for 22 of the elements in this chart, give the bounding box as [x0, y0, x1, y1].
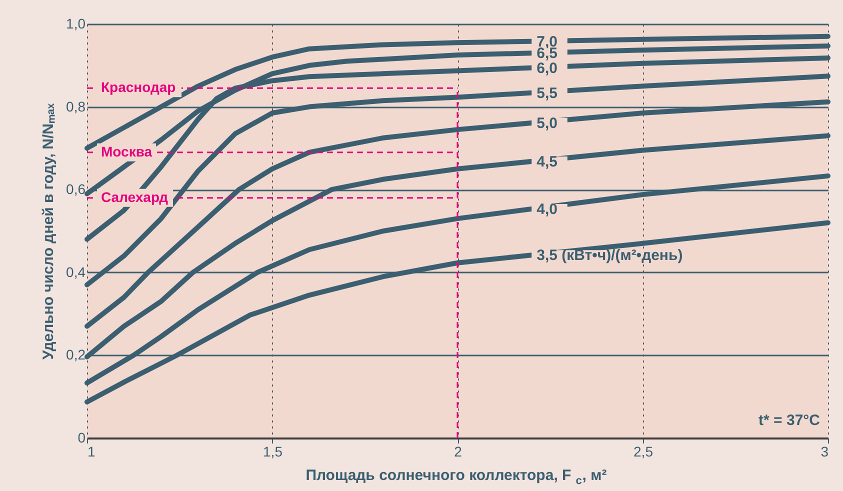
- ref-line-label: Москва: [101, 143, 152, 160]
- series-label: 5,5: [536, 84, 558, 102]
- y-tick-label: 0,8: [66, 98, 86, 114]
- annotation: t* = 37°C: [758, 412, 820, 429]
- ref-line-label: Салехард: [101, 188, 168, 205]
- x-tick-label: 2: [454, 444, 462, 460]
- series-label: 4,5: [536, 153, 558, 170]
- ref-line-label: Краснодар: [101, 79, 176, 96]
- y-tick-label: 0,2: [66, 346, 86, 363]
- y-tick-label: 1,0: [66, 16, 86, 32]
- y-axis-title: Удельно число дней в году, N/Nₘₐₓ: [40, 102, 58, 360]
- series-label: 5,0: [536, 114, 558, 132]
- y-tick-label: 0,4: [66, 264, 86, 280]
- series-label: 6,0: [536, 60, 558, 77]
- series-label: 4,0: [536, 200, 558, 218]
- x-tick-label: 3: [820, 444, 829, 460]
- x-tick-label: 1,5: [263, 444, 283, 460]
- y-tick-label: 0,6: [66, 181, 86, 198]
- x-tick-label: 2,5: [634, 444, 654, 460]
- series-label: 3,5 (кВт•ч)/(м²•день): [536, 247, 683, 264]
- x-tick-label: 1: [88, 444, 96, 460]
- y-tick-label: 0: [78, 430, 86, 446]
